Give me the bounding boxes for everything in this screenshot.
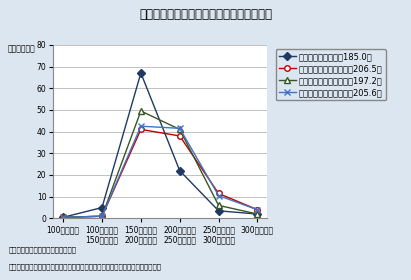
労働時間制の適用除外（205.6）: [216, 194, 221, 197]
Line: 労働時間制の適用除外（205.6）: 労働時間制の適用除外（205.6）: [60, 123, 260, 220]
Text: （資料）労働政策研究・研修機構「裁量労働制等の労働時間制度に関する調査」: （資料）労働政策研究・研修機構「裁量労働制等の労働時間制度に関する調査」: [8, 263, 161, 270]
通常の労働時間制（185.0）: [99, 206, 104, 209]
Text: 図表５　適用労働時間制度別の労働者分布: 図表５ 適用労働時間制度別の労働者分布: [139, 8, 272, 21]
Line: 通常の労働時間制（185.0）: 通常の労働時間制（185.0）: [60, 70, 260, 220]
労働時間制の適用除外（205.6）: [61, 216, 66, 219]
通常の労働時間制（185.0）: [139, 71, 143, 75]
専門業務型裁量労働制（206.5）: [255, 208, 260, 211]
企画業務型裁量労働制（197.2）: [139, 109, 143, 113]
専門業務型裁量労働制（206.5）: [99, 214, 104, 218]
企画業務型裁量労働制（197.2）: [216, 204, 221, 207]
労働時間制の適用除外（205.6）: [99, 214, 104, 218]
通常の労働時間制（185.0）: [255, 212, 260, 216]
労働時間制の適用除外（205.6）: [139, 125, 143, 128]
企画業務型裁量労働制（197.2）: [61, 216, 66, 219]
通常の労働時間制（185.0）: [61, 216, 66, 219]
通常の労働時間制（185.0）: [177, 169, 182, 172]
Line: 企画業務型裁量労働制（197.2）: 企画業務型裁量労働制（197.2）: [60, 108, 260, 220]
企画業務型裁量労働制（197.2）: [177, 128, 182, 131]
専門業務型裁量労働制（206.5）: [216, 192, 221, 195]
専門業務型裁量労働制（206.5）: [61, 216, 66, 219]
Line: 専門業務型裁量労働制（206.5）: 専門業務型裁量労働制（206.5）: [60, 127, 260, 220]
企画業務型裁量労働制（197.2）: [99, 214, 104, 218]
専門業務型裁量労働制（206.5）: [177, 134, 182, 138]
労働時間制の適用除外（205.6）: [255, 208, 260, 211]
企画業務型裁量労働制（197.2）: [255, 212, 260, 216]
Text: （注）（　）内は平均月間労働時間: （注）（ ）内は平均月間労働時間: [8, 246, 76, 253]
通常の労働時間制（185.0）: [216, 209, 221, 213]
Legend: 通常の労働時間制（185.0）, 専門業務型裁量労働制（206.5）, 企画業務型裁量労働制（197.2）, 労働時間制の適用除外（205.6）: 通常の労働時間制（185.0）, 専門業務型裁量労働制（206.5）, 企画業務…: [276, 49, 386, 101]
労働時間制の適用除外（205.6）: [177, 127, 182, 130]
Y-axis label: （割合、％）: （割合、％）: [7, 45, 35, 54]
専門業務型裁量労働制（206.5）: [139, 128, 143, 131]
